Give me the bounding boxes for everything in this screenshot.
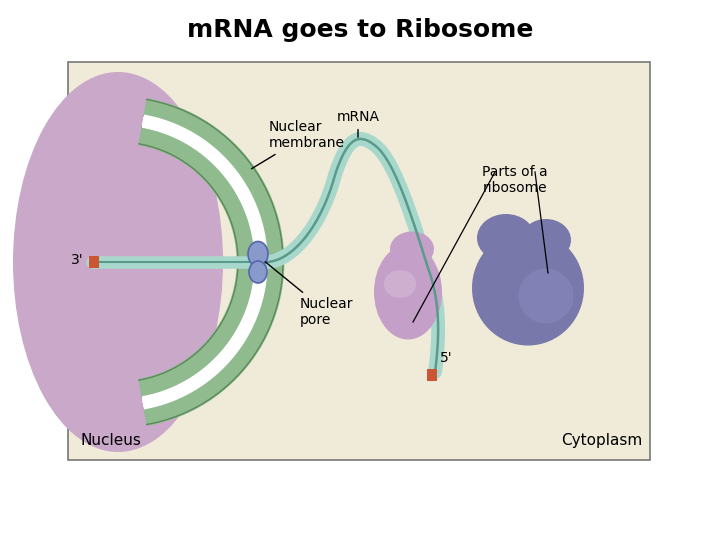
Text: Nuclear
pore: Nuclear pore — [265, 262, 354, 327]
Text: Cytoplasm: Cytoplasm — [561, 433, 642, 448]
Ellipse shape — [472, 231, 584, 346]
Ellipse shape — [13, 72, 223, 452]
Text: Parts of a
ribosome: Parts of a ribosome — [482, 165, 548, 195]
Ellipse shape — [518, 268, 574, 323]
Ellipse shape — [249, 261, 267, 283]
Ellipse shape — [477, 214, 535, 262]
Text: mRNA goes to Ribosome: mRNA goes to Ribosome — [186, 18, 534, 42]
Text: mRNA: mRNA — [336, 110, 379, 137]
Ellipse shape — [374, 245, 442, 340]
Ellipse shape — [248, 241, 268, 267]
Text: Nucleus: Nucleus — [80, 433, 141, 448]
Text: Nuclear
membrane: Nuclear membrane — [251, 120, 345, 169]
Ellipse shape — [384, 270, 416, 298]
Bar — [89, 256, 99, 268]
Bar — [68, 62, 650, 460]
Text: 3': 3' — [71, 253, 84, 267]
Ellipse shape — [521, 219, 571, 261]
Bar — [427, 369, 437, 381]
Ellipse shape — [390, 232, 434, 267]
Text: 5': 5' — [440, 351, 453, 365]
